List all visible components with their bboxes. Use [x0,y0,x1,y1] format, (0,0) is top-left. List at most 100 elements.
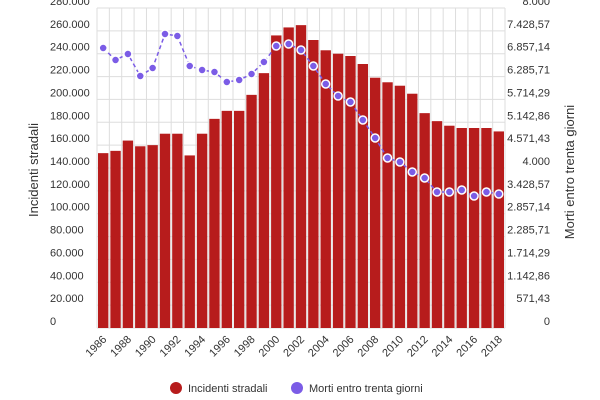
x-tick-label: 1998 [232,334,258,360]
bar [196,133,208,328]
bar [444,125,455,328]
y-tick-label: 0 [50,316,56,328]
y-tick-label: 180.000 [50,110,90,122]
y-tick-label: 120.000 [50,179,90,191]
deaths-point [382,153,393,163]
deaths-point [197,65,207,75]
deaths-point [222,77,232,87]
bar [345,56,356,328]
y-tick-label: 160.000 [50,133,90,145]
y2-tick-label: 5.142,86 [507,110,550,122]
deaths-point [246,69,257,79]
x-axis-ticks: 1986198819901992199419961998200020022004… [84,334,505,360]
y-tick-label: 240.000 [50,42,90,54]
y2-tick-label: 6.285,71 [507,65,550,77]
deaths-points [98,29,504,201]
bar [159,133,171,328]
deaths-point [259,57,269,67]
bar [456,128,467,328]
legend-item-incidents[interactable]: Incidenti stradali [170,382,268,395]
bar [271,35,282,329]
bar [246,94,257,328]
y2-tick-label: 1.714,29 [507,247,550,259]
y2-tick-label: 571,43 [516,293,550,305]
deaths-point [98,43,108,53]
y-tick-label: 100.000 [50,202,90,214]
deaths-point [160,29,170,39]
deaths-point [283,39,294,49]
x-tick-label: 2002 [281,334,307,360]
deaths-point [333,91,343,101]
x-tick-label: 2008 [356,334,382,360]
y-tick-label: 80.000 [50,225,84,237]
x-tick-label: 2014 [430,334,456,360]
right-axis-ticks: 0 571,43 1.142,86 1.714,29 2.285,71 2.857,14 3… [507,0,550,328]
deaths-point [469,191,479,201]
bar [110,150,121,328]
x-tick-label: 2010 [380,334,406,360]
bar [172,133,183,328]
bar [147,145,158,328]
y-axis-title: Incidenti stradali [26,123,41,217]
y2-axis-title: Morti entro trenta giorni [562,105,577,240]
bar [221,110,232,328]
bar [493,131,504,328]
deaths-point [419,173,430,183]
bar [184,155,195,328]
y2-tick-label: 0 [544,316,550,328]
legend-marker-incidents [170,382,182,394]
bar [407,93,418,328]
legend-item-deaths[interactable]: Morti entro trenta giorni [291,382,423,395]
x-tick-label: 2012 [405,334,431,360]
bars [98,25,504,329]
bar [468,128,480,328]
y2-tick-label: 3.428,57 [507,179,550,191]
y2-tick-label: 4.571,43 [507,133,550,145]
y-tick-label: 200.000 [50,87,90,99]
x-tick-label: 1992 [158,334,184,360]
bar [481,128,492,328]
bar [382,82,393,329]
y2-tick-label: 2.857,14 [507,202,550,214]
deaths-point [444,187,455,197]
deaths-point [147,63,158,73]
bar [357,64,368,328]
bar [283,27,294,329]
deaths-point [172,31,183,41]
bar [308,40,319,328]
bar [122,140,134,328]
legend-marker-deaths [291,382,303,394]
bar [295,25,307,329]
deaths-point [184,61,195,71]
deaths-point [296,45,306,55]
bar [320,50,331,329]
deaths-point [209,67,220,77]
bar [209,118,220,328]
deaths-point [481,187,492,197]
left-axis-ticks: 0 20.000 40.000 60.000 80.000 100.000 120.000 1… [50,0,90,328]
deaths-point [370,133,380,143]
y-tick-label: 280.000 [50,0,90,8]
x-tick-label: 1994 [182,334,208,360]
y-tick-label: 220.000 [50,65,90,77]
deaths-point [308,61,319,71]
y-tick-label: 60.000 [50,247,84,259]
y2-tick-label: 2.285,71 [507,225,550,237]
y-tick-label: 260.000 [50,19,90,31]
x-tick-label: 2006 [331,334,357,360]
bar [419,113,430,329]
deaths-point [345,97,356,107]
y2-tick-label: 4.000 [522,156,550,168]
bar [234,110,245,328]
deaths-point [135,71,146,81]
deaths-point [456,185,467,195]
x-tick-label: 2004 [306,334,332,360]
x-tick-label: 1986 [84,334,110,360]
legend-label-deaths: Morti entro trenta giorni [309,383,423,395]
y-tick-label: 140.000 [50,156,90,168]
legend: Incidenti stradali Morti entro trenta gi… [170,382,423,395]
y2-tick-label: 1.142,86 [507,270,550,282]
y2-tick-label: 8.000 [522,0,550,8]
deaths-point [123,49,133,59]
